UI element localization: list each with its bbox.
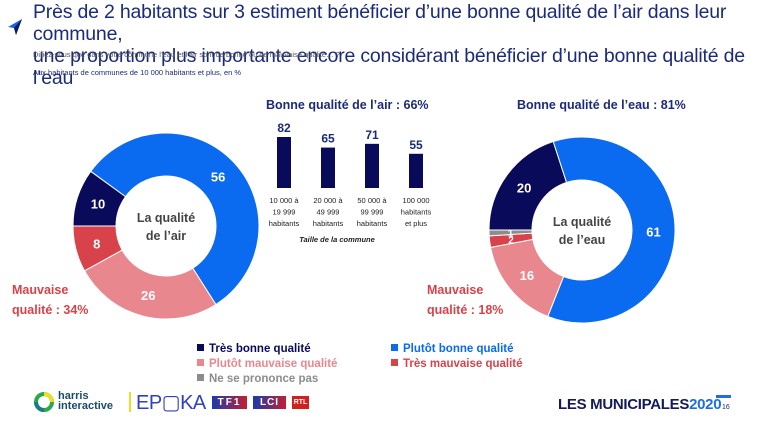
legend-swatch xyxy=(391,344,398,351)
legend-item-plutot-bonne: Plutôt bonne qualité xyxy=(391,343,514,355)
bar-category-label: habitants xyxy=(313,219,344,228)
donut-slice-plutot-mauvaise-qualite xyxy=(83,249,217,320)
water-bad-line2: qualité : 18% xyxy=(427,303,504,317)
harris-logo-icon xyxy=(34,392,54,412)
epoka-logo: EP▢KA xyxy=(136,392,206,414)
legend-swatch xyxy=(391,359,398,366)
bar xyxy=(365,143,379,188)
title-line-2: une proportion plus importante encore co… xyxy=(33,45,745,89)
bar-category-label: habitants xyxy=(357,219,388,228)
bar xyxy=(321,147,335,188)
lci-logo: LCI xyxy=(253,396,286,409)
title-line-1: Près de 2 habitants sur 3 estiment bénéf… xyxy=(33,1,727,45)
air-bad-line2: qualité : 34% xyxy=(12,303,89,317)
bar-value-label: 55 xyxy=(409,138,423,152)
bar-category-label: 99 999 xyxy=(361,208,384,217)
legend-swatch xyxy=(197,374,204,381)
tf1-logo: TF1 xyxy=(212,396,247,409)
legend-item-tres-bonne: Très bonne qualité xyxy=(197,343,311,355)
bar-category-label: habitants xyxy=(269,219,300,228)
bar-value-label: 82 xyxy=(277,121,291,135)
donut-center-label: de l’air xyxy=(146,229,186,243)
page-title: Près de 2 habitants sur 3 estiment bénéf… xyxy=(33,1,768,89)
page-number: 16 xyxy=(722,404,730,411)
bar-value-label: 65 xyxy=(321,132,335,146)
air-bad-summary: Mauvaise qualité : 34% xyxy=(12,280,88,320)
legend-label: Plutôt mauvaise qualité xyxy=(209,358,338,370)
donut-center-label: La qualité xyxy=(553,215,611,229)
donut-center-label: de l’eau xyxy=(559,233,606,247)
bar-category-label: 50 000 à xyxy=(357,196,387,205)
legend-label: Très mauvaise qualité xyxy=(403,358,523,370)
donut-value-label: 56 xyxy=(211,170,225,185)
donut-slice-plutot-bonne-qualite xyxy=(90,132,260,306)
bar-axis-label: Taille de la commune xyxy=(299,235,375,244)
interactive-text: interactive xyxy=(58,400,114,412)
bar-category-label: 49 999 xyxy=(317,208,340,217)
donut-slice-tres-mauvaise-qualite xyxy=(72,225,123,272)
rtl-logo: RTL xyxy=(292,396,309,409)
bar-category-label: 10 000 à xyxy=(269,196,299,205)
water-quality-donut: 20 61 16 21 La qualité de l’eau xyxy=(488,136,676,324)
donut-center-label: La qualité xyxy=(137,211,195,225)
bar xyxy=(277,137,291,188)
donut-value-label: 1 xyxy=(508,229,514,240)
legend-label: Ne se prononce pas xyxy=(209,373,319,385)
donut-value-label: 20 xyxy=(517,180,531,195)
legend-swatch xyxy=(197,359,204,366)
water-good-summary: Bonne qualité de l’eau : 81% xyxy=(517,98,686,112)
bar-category-label: 20 000 à xyxy=(313,196,343,205)
water-bad-summary: Mauvaise qualité : 18% xyxy=(427,280,503,320)
donut-value-label: 26 xyxy=(141,288,155,303)
air-quality-donut: 10 56 26 8 La qualité de l’air xyxy=(72,132,260,320)
bar-category-label: et plus xyxy=(405,219,427,228)
harris-text: harris xyxy=(58,390,89,402)
bar-chart-title: Bonne qualité de l’air : 66% xyxy=(266,98,429,112)
legend-label: Très bonne qualité xyxy=(209,343,311,355)
donut-slice-plutot-bonne-qualite xyxy=(547,136,676,324)
bar-chart-by-city-size: 82 10 000 à 19 999 habitants 65 20 000 à 49 99… xyxy=(269,121,432,244)
donut-value-label: 8 xyxy=(93,236,100,251)
bar-category-label: 100 000 xyxy=(402,196,429,205)
legend-item-tres-mauvaise: Très mauvaise qualité xyxy=(391,358,523,370)
legend-item-nsp: Ne se prononce pas xyxy=(197,373,318,385)
logo-divider xyxy=(129,392,131,412)
harris-interactive-logo: harris interactive xyxy=(58,390,114,412)
base-text: Aux habitants de communes de 10 000 habi… xyxy=(33,68,242,77)
legend-swatch xyxy=(197,344,204,351)
municipales-accent-bar xyxy=(716,395,731,398)
donut-value-label: 16 xyxy=(520,268,534,283)
donut-slice-ne-se-prononce-pas xyxy=(488,229,533,237)
municipales-text: LES MUNICIPALES xyxy=(558,396,690,413)
arrow-pointer-icon xyxy=(8,19,22,35)
legend-item-plutot-mauvaise: Plutôt mauvaise qualité xyxy=(197,358,337,370)
donut-value-label: 10 xyxy=(91,196,105,211)
bar xyxy=(409,153,423,188)
bar-category-label: 19 999 xyxy=(273,208,296,217)
municipales-year: 2020 xyxy=(689,396,722,413)
air-bad-line1: Mauvaise xyxy=(12,283,69,297)
donut-value-label: 2 xyxy=(508,235,514,246)
bar-category-label: habitants xyxy=(401,208,432,217)
bar-value-label: 71 xyxy=(365,128,379,142)
question-text: Diriez-vous que dans votre commune l’eau… xyxy=(33,50,340,59)
legend-label: Plutôt bonne qualité xyxy=(403,343,514,355)
donut-value-label: 61 xyxy=(646,225,660,240)
les-municipales-logo: LES MUNICIPALES2020 xyxy=(558,396,722,413)
water-bad-line1: Mauvaise xyxy=(427,283,484,297)
